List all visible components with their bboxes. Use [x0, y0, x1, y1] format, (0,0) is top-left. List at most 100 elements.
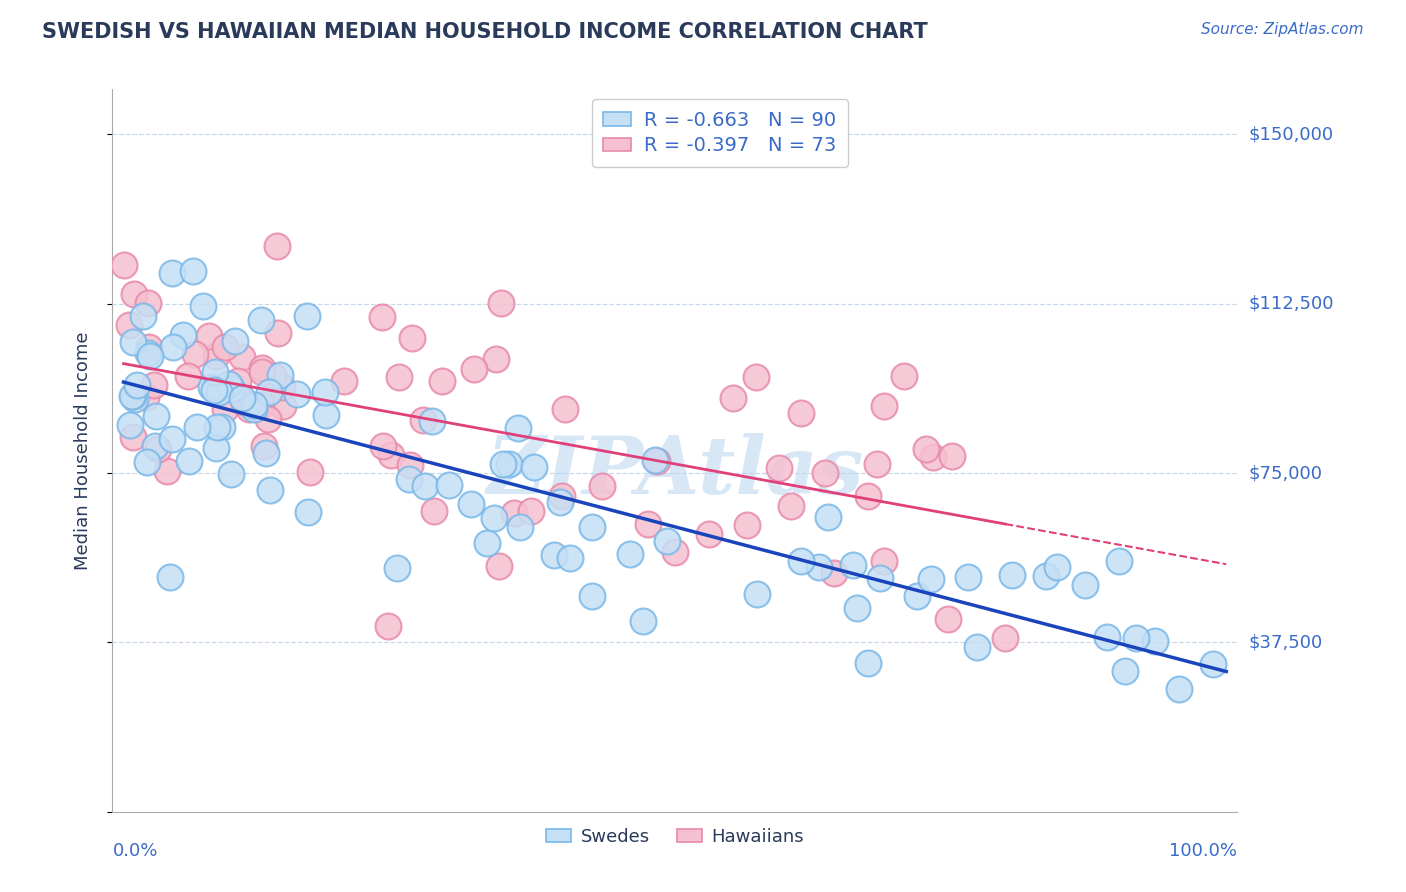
Point — [314, 385, 336, 400]
Point — [231, 350, 253, 364]
Point — [238, 402, 260, 417]
Point — [856, 489, 879, 503]
Point — [162, 340, 184, 354]
Text: Source: ZipAtlas.com: Source: ZipAtlas.com — [1201, 22, 1364, 37]
Point — [224, 334, 246, 348]
Point — [941, 449, 963, 463]
Point — [266, 239, 288, 253]
Point — [214, 340, 236, 354]
Point — [957, 570, 980, 584]
Point — [846, 600, 869, 615]
Point — [745, 587, 768, 601]
Point — [271, 399, 294, 413]
Point — [160, 432, 183, 446]
Point — [259, 483, 281, 497]
Point — [503, 506, 526, 520]
Point — [269, 368, 291, 382]
Point — [780, 499, 803, 513]
Text: $37,500: $37,500 — [1249, 633, 1323, 651]
Point — [253, 439, 276, 453]
Text: ZIPAtlas: ZIPAtlas — [486, 434, 863, 511]
Point — [697, 527, 720, 541]
Point — [920, 573, 942, 587]
Point — [242, 401, 264, 416]
Point — [146, 442, 169, 456]
Point — [232, 395, 254, 409]
Point — [208, 385, 231, 400]
Point — [159, 569, 181, 583]
Point — [637, 517, 659, 532]
Point — [1202, 657, 1225, 672]
Legend: Swedes, Hawaiians: Swedes, Hawaiians — [538, 821, 811, 854]
Point — [813, 467, 835, 481]
Point — [790, 406, 813, 420]
Point — [254, 445, 277, 459]
Point — [121, 335, 143, 350]
Point — [257, 384, 280, 399]
Point — [554, 402, 576, 417]
Point — [285, 387, 308, 401]
Point — [138, 296, 160, 310]
Point — [127, 378, 149, 392]
Point — [482, 511, 505, 525]
Point — [1035, 569, 1057, 583]
Point — [905, 589, 928, 603]
Point — [388, 370, 411, 384]
Point — [262, 369, 284, 384]
Point — [488, 559, 510, 574]
Point — [1001, 568, 1024, 582]
Point — [550, 495, 572, 509]
Point — [1046, 560, 1069, 574]
Point — [619, 547, 641, 561]
Point — [121, 430, 143, 444]
Point — [124, 392, 146, 407]
Point — [856, 657, 879, 671]
Point — [204, 365, 226, 379]
Point — [172, 328, 194, 343]
Text: 0.0%: 0.0% — [112, 842, 157, 860]
Text: SWEDISH VS HAWAIIAN MEDIAN HOUSEHOLD INCOME CORRELATION CHART: SWEDISH VS HAWAIIAN MEDIAN HOUSEHOLD INC… — [42, 22, 928, 42]
Y-axis label: Median Household Income: Median Household Income — [73, 331, 91, 570]
Point — [921, 450, 943, 465]
Point — [869, 571, 891, 585]
Point — [413, 479, 436, 493]
Point — [207, 420, 229, 434]
Point — [221, 467, 243, 482]
Point — [132, 309, 155, 323]
Point — [1144, 634, 1167, 648]
Point — [721, 392, 744, 406]
Point — [205, 442, 228, 456]
Point — [745, 369, 768, 384]
Point — [193, 299, 215, 313]
Point — [1097, 630, 1119, 644]
Point — [112, 258, 135, 272]
Point — [735, 517, 758, 532]
Point — [186, 420, 208, 434]
Point — [398, 472, 420, 486]
Point — [460, 497, 482, 511]
Point — [492, 458, 515, 472]
Point — [1114, 664, 1136, 678]
Point — [581, 520, 603, 534]
Point — [299, 465, 322, 479]
Point — [256, 411, 278, 425]
Point — [122, 389, 145, 403]
Point — [297, 504, 319, 518]
Point — [936, 611, 959, 625]
Text: $150,000: $150,000 — [1249, 126, 1333, 144]
Point — [373, 439, 395, 453]
Point — [202, 383, 225, 397]
Point — [1108, 554, 1130, 568]
Point — [156, 464, 179, 478]
Point — [591, 479, 613, 493]
Point — [543, 548, 565, 562]
Point — [872, 399, 894, 413]
Point — [645, 454, 668, 468]
Point — [136, 455, 159, 469]
Point — [399, 458, 422, 472]
Point — [509, 520, 531, 534]
Point — [250, 313, 273, 327]
Point — [1125, 631, 1147, 645]
Point — [817, 509, 839, 524]
Point — [243, 398, 266, 412]
